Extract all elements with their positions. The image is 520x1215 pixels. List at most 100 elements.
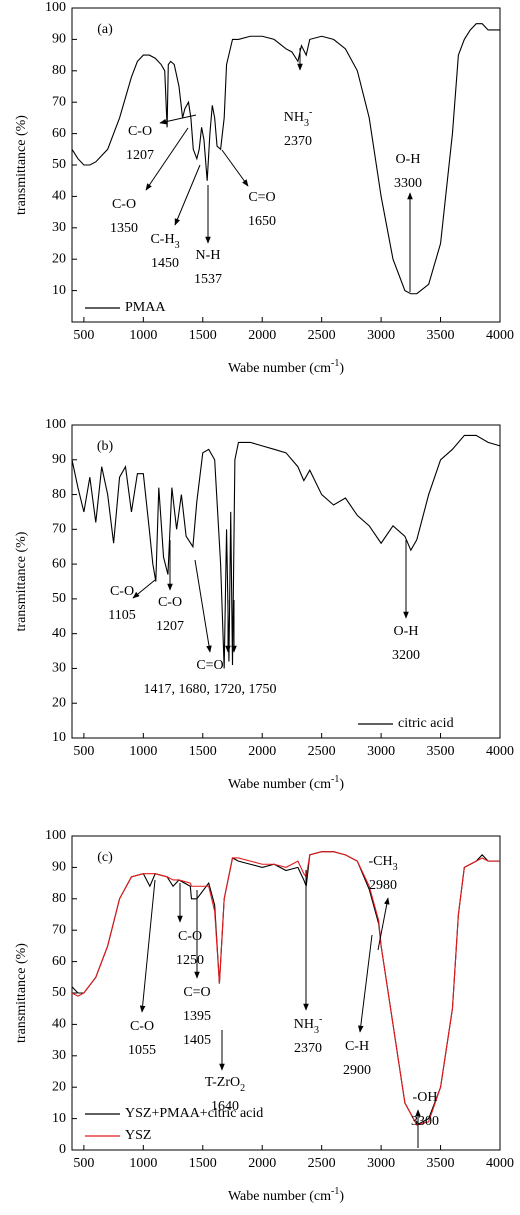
text-part: -OH xyxy=(413,1090,438,1105)
x-tick-label: 2000 xyxy=(248,328,276,343)
text-part: C-O xyxy=(178,929,202,944)
x-axis-label: Wabe number (cm-1) xyxy=(228,774,344,792)
text-part: 1055 xyxy=(128,1043,156,1058)
x-tick-label: 1000 xyxy=(129,328,157,343)
spectrum-line xyxy=(71,851,500,1126)
annotation: 1207 xyxy=(156,619,184,634)
text-part: 1207 xyxy=(126,148,154,163)
annotation: NH3- xyxy=(294,1014,323,1036)
y-axis-label: transmittance (%) xyxy=(14,115,29,215)
superscript: - xyxy=(319,1014,322,1025)
y-tick-label: 50 xyxy=(52,985,66,1000)
text-part: NH xyxy=(294,1017,314,1032)
y-tick-label: 0 xyxy=(59,1142,66,1157)
text-part: 1640 xyxy=(211,1099,239,1114)
y-tick-label: 60 xyxy=(52,126,66,141)
y-tick-label: 70 xyxy=(52,922,66,937)
x-tick-label: 1500 xyxy=(189,328,217,343)
x-tick-label: 3500 xyxy=(427,744,455,759)
text-part: Wabe number (cm xyxy=(228,777,331,792)
superscript: -1 xyxy=(331,1186,339,1197)
annotation-arrow xyxy=(174,164,201,226)
annotation: 2370 xyxy=(284,134,312,149)
annotation-arrow xyxy=(357,934,373,1033)
annotation: NH3- xyxy=(284,107,313,129)
x-tick-label: 2000 xyxy=(248,744,276,759)
annotation: N-H xyxy=(196,248,221,263)
annotation: 2980 xyxy=(369,878,397,893)
text-part: 1105 xyxy=(108,608,135,623)
y-tick-label: 90 xyxy=(52,452,66,467)
annotation-arrow xyxy=(221,149,249,187)
annotation: 1395 xyxy=(183,1009,211,1024)
annotation: C-O xyxy=(128,124,152,139)
plot-frame xyxy=(71,7,501,323)
annotation-arrow xyxy=(377,897,390,951)
annotation: 1640 xyxy=(211,1099,239,1114)
legend-label: YSZ xyxy=(125,1128,151,1143)
text-part: C-O xyxy=(158,595,182,610)
text-part: 1650 xyxy=(248,214,276,229)
panel-label: (b) xyxy=(97,439,114,454)
x-tick-label: 2500 xyxy=(308,1156,336,1171)
text-part: C-O xyxy=(130,1019,154,1034)
y-tick-label: 70 xyxy=(52,94,66,109)
annotation-arrow xyxy=(132,579,156,599)
x-tick-label: 3000 xyxy=(367,1156,395,1171)
y-tick-label: 10 xyxy=(52,283,66,298)
annotation: 2900 xyxy=(343,1063,371,1078)
text-part: C-O xyxy=(112,197,136,212)
x-tick-label: 2500 xyxy=(308,328,336,343)
text-part: N-H xyxy=(196,248,221,263)
y-tick-label: 80 xyxy=(52,891,66,906)
superscript: -1 xyxy=(331,358,339,369)
x-tick-label: 500 xyxy=(73,744,94,759)
annotation: C-O xyxy=(130,1019,154,1034)
x-tick-label: 2500 xyxy=(308,744,336,759)
text-part: 1207 xyxy=(156,619,184,634)
x-axis-label: Wabe number (cm-1) xyxy=(228,1186,344,1204)
text-part: C=O xyxy=(248,190,275,205)
annotation: 2370 xyxy=(294,1041,322,1056)
y-tick-label: 90 xyxy=(52,32,66,47)
text-part: ) xyxy=(339,361,344,376)
x-tick-label: 4000 xyxy=(486,328,514,343)
text-part: 2370 xyxy=(294,1041,322,1056)
x-tick-label: 1500 xyxy=(189,744,217,759)
subscript: 3 xyxy=(314,1025,319,1036)
annotation: O-H xyxy=(396,152,421,167)
y-tick-label: 60 xyxy=(52,954,66,969)
text-part: ) xyxy=(339,777,344,792)
superscript: - xyxy=(309,107,312,118)
x-tick-label: 3500 xyxy=(427,1156,455,1171)
x-tick-label: 2000 xyxy=(248,1156,276,1171)
subscript: 3 xyxy=(393,862,398,873)
text-part: C-O xyxy=(128,124,152,139)
annotation: C=O xyxy=(196,658,223,673)
y-tick-label: 90 xyxy=(52,860,66,875)
panel-label: (a) xyxy=(97,22,113,37)
annotation: C=O xyxy=(183,985,210,1000)
annotation: 1405 xyxy=(183,1033,211,1048)
annotation: C-H xyxy=(345,1039,369,1054)
subscript: 3 xyxy=(175,240,180,251)
text-part: T-ZrO xyxy=(205,1075,240,1090)
panel-label: (c) xyxy=(97,850,113,865)
text-part: 3300 xyxy=(394,176,422,191)
x-tick-label: 1000 xyxy=(129,744,157,759)
annotation: 3200 xyxy=(392,648,420,663)
x-tick-label: 500 xyxy=(73,328,94,343)
superscript: -1 xyxy=(331,774,339,785)
annotation-arrow xyxy=(139,879,156,1013)
text-part: 1417, 1680, 1720, 1750 xyxy=(144,682,277,697)
subscript: 3 xyxy=(304,118,309,129)
y-tick-label: 10 xyxy=(52,1111,66,1126)
y-tick-label: 50 xyxy=(52,157,66,172)
text-part: C=O xyxy=(183,985,210,1000)
text-part: C-O xyxy=(110,584,134,599)
annotation: C-H3 xyxy=(150,232,179,251)
y-tick-label: 50 xyxy=(52,591,66,606)
legend-label: YSZ+PMAA+citric acid xyxy=(125,1106,263,1121)
x-tick-label: 3500 xyxy=(427,328,455,343)
annotation: -OH xyxy=(413,1090,438,1105)
